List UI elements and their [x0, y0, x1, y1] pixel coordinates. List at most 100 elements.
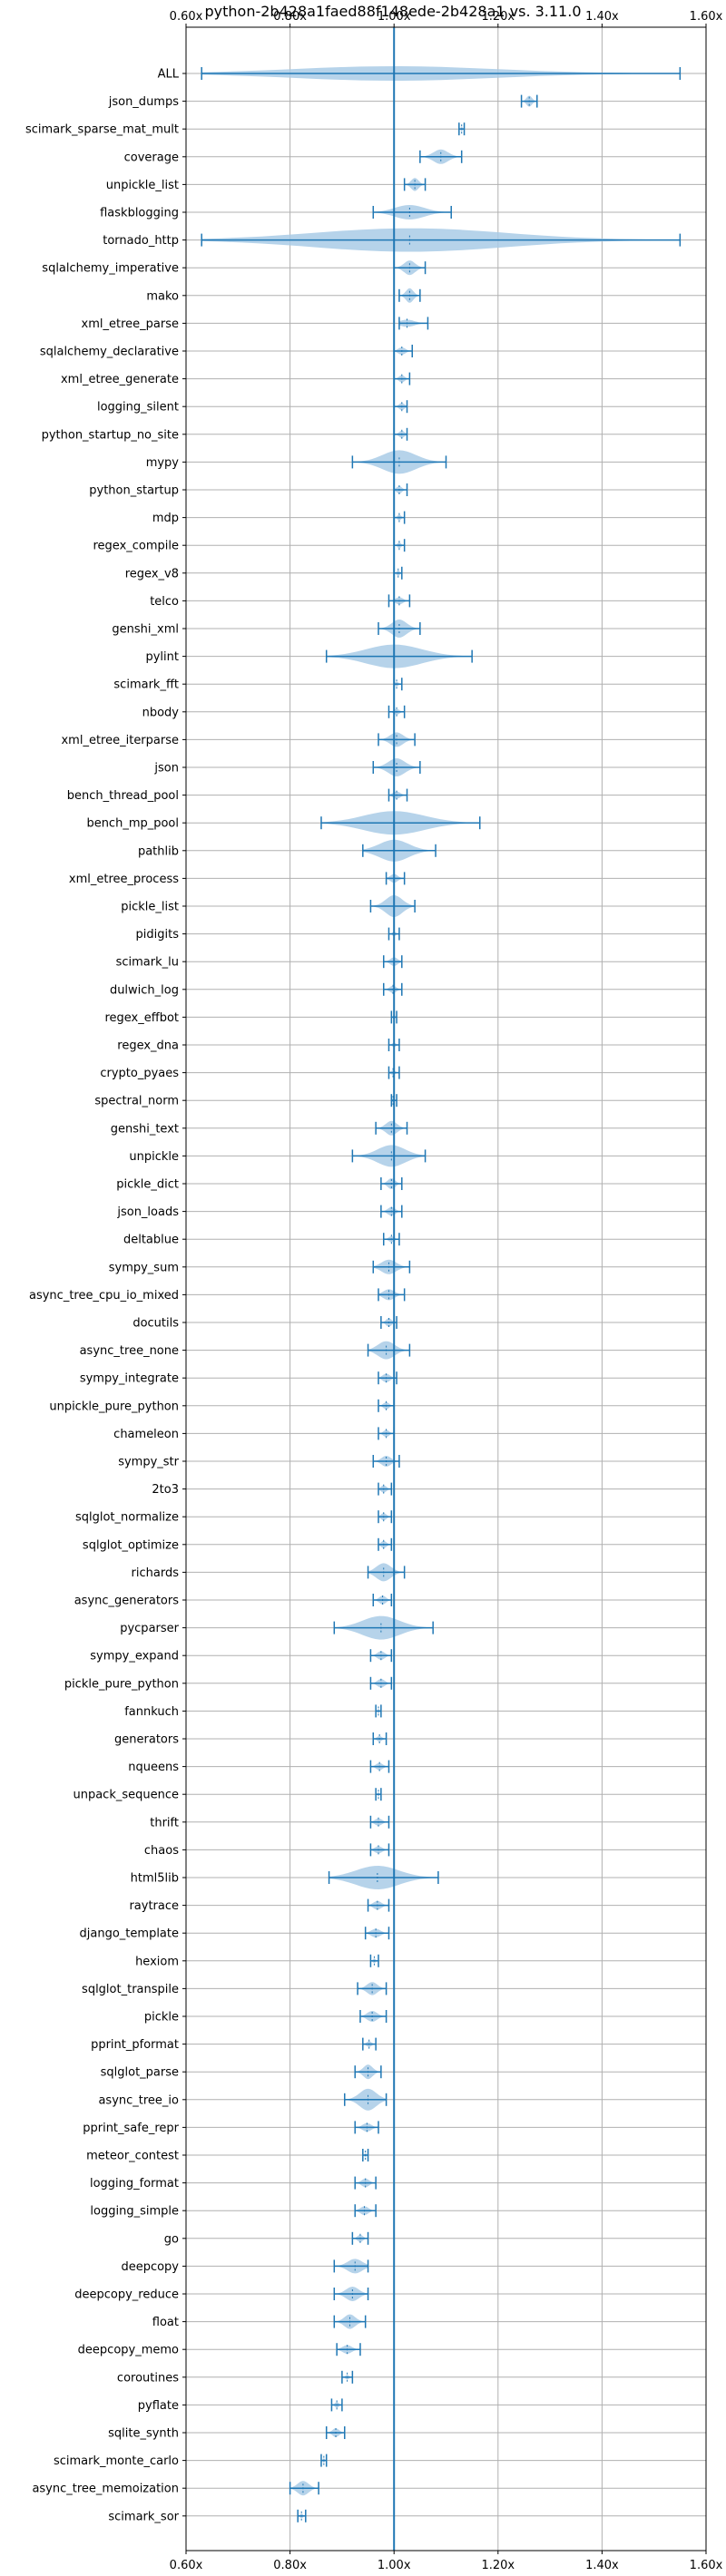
violin-xml_etree_generate	[393, 372, 411, 385]
x-tick-label-top: 1.60x	[690, 10, 723, 24]
category-label: pickle	[144, 2011, 179, 2025]
violin-bench_mp_pool	[320, 811, 481, 835]
violin-pprint_safe_repr	[354, 2121, 379, 2134]
category-label: coroutines	[117, 2371, 179, 2385]
category-label: dulwich_log	[110, 983, 179, 997]
category-label: xml_etree_iterparse	[61, 734, 179, 747]
violin-async_tree_none	[367, 1341, 411, 1360]
violin-chaos	[369, 1843, 390, 1857]
category-label: sqlglot_normalize	[75, 1511, 179, 1525]
category-label: sqlglot_optimize	[83, 1538, 179, 1552]
category-label: crypto_pyaes	[100, 1067, 179, 1080]
x-tick-label-top: 1.40x	[585, 10, 619, 24]
violin-scimark_sparse_mat_mult	[458, 122, 466, 136]
category-label: json	[153, 762, 179, 776]
x-tick-label-bottom: 1.20x	[481, 2559, 515, 2572]
category-label: mypy	[146, 456, 180, 470]
violin-unpickle_list	[403, 178, 427, 191]
violin-sqlite_synth	[325, 2426, 346, 2439]
category-label: nbody	[142, 706, 180, 719]
plot-frame	[185, 26, 707, 2552]
category-label: coverage	[124, 151, 179, 164]
violin-django_template	[364, 1927, 390, 1940]
category-label: scimark_sor	[108, 2510, 179, 2523]
x-tick-label-top: 1.00x	[378, 10, 411, 24]
category-label: sympy_str	[118, 1456, 179, 1469]
violin-logging_silent	[393, 400, 408, 414]
violin-genshi_xml	[378, 620, 421, 638]
violin-deepcopy	[333, 2259, 369, 2274]
category-label: bench_thread_pool	[67, 789, 179, 803]
axis-ticks: 0.60x 0.60x 0.80x 0.80x 1.00x 1.00x 1.20x 1.20x…	[170, 10, 723, 2572]
category-label: regex_compile	[93, 540, 179, 553]
category-label: genshi_xml	[112, 623, 179, 637]
category-label: flaskblogging	[100, 207, 179, 220]
violin-sqlglot_normalize	[378, 1510, 393, 1524]
category-label: sqlalchemy_declarative	[40, 346, 179, 359]
category-label: async_tree_io	[98, 2093, 179, 2107]
category-label: deepcopy_memo	[78, 2344, 179, 2357]
violin-pylint	[325, 644, 473, 668]
category-label: fannkuch	[124, 1705, 179, 1719]
category-label: chaos	[144, 1844, 179, 1858]
category-label: pylint	[145, 650, 179, 664]
category-label: genshi_text	[111, 1122, 179, 1136]
violin-xml_etree_parse	[398, 317, 429, 330]
violin-mako	[398, 288, 421, 303]
category-label: sqlglot_transpile	[82, 1983, 179, 1996]
violin-pathlib	[362, 839, 437, 862]
violin-python_startup	[393, 483, 408, 496]
violin-sqlalchemy_imperative	[393, 260, 427, 276]
violin-sympy_expand	[369, 1649, 393, 1663]
violin-coroutines	[341, 2370, 354, 2384]
category-label: unpickle_pure_python	[49, 1400, 179, 1413]
category-label: regex_dna	[117, 1039, 179, 1053]
violin-richards	[367, 1563, 406, 1582]
violin-chameleon	[378, 1427, 395, 1440]
category-label: xml_etree_process	[69, 873, 179, 886]
category-label: deepcopy_reduce	[74, 2288, 179, 2302]
x-tick-label-bottom: 1.40x	[585, 2559, 619, 2572]
category-label: pathlib	[138, 844, 179, 858]
violin-pickle_list	[369, 895, 416, 917]
violin-nbody	[388, 705, 406, 718]
x-tick-label-top: 0.80x	[273, 10, 307, 24]
category-label: hexiom	[135, 1955, 179, 1968]
violin-logging_format	[354, 2176, 377, 2190]
violin-sqlalchemy_declarative	[393, 345, 414, 357]
category-label: pprint_pformat	[91, 2038, 179, 2052]
violin-deltablue	[382, 1233, 400, 1246]
violin-json_dumps	[520, 94, 538, 108]
category-label: nqueens	[128, 1761, 179, 1774]
category-label: pidigits	[136, 928, 180, 942]
category-label: sympy_integrate	[80, 1372, 179, 1386]
category-label: async_tree_cpu_io_mixed	[29, 1289, 179, 1303]
category-label: logging_silent	[97, 401, 179, 415]
category-label: ALL	[158, 68, 180, 82]
x-tick-label-bottom: 1.00x	[378, 2559, 411, 2572]
violin-pickle_pure_python	[369, 1676, 393, 1690]
violin-sqlglot_optimize	[378, 1537, 393, 1551]
grid-layer	[185, 27, 707, 2551]
violin-sympy_str	[372, 1455, 400, 1468]
violin-pyflate	[330, 2398, 343, 2412]
violin-flaskblogging	[372, 205, 452, 220]
violin-json	[372, 758, 421, 776]
category-label: float	[152, 2316, 179, 2329]
category-label: regex_effbot	[104, 1011, 179, 1025]
category-label: go	[164, 2232, 179, 2246]
category-label: pickle_pure_python	[64, 1677, 179, 1691]
x-tick-label-bottom: 1.60x	[690, 2559, 723, 2572]
violin-deepcopy_reduce	[333, 2287, 369, 2301]
category-label: async_tree_none	[80, 1344, 179, 1358]
violin-pprint_pformat	[362, 2037, 377, 2051]
violin-regex_compile	[393, 539, 406, 552]
violin-xml_etree_process	[385, 872, 406, 885]
violin-unpickle_pure_python	[378, 1399, 395, 1412]
violin-python_startup_no_site	[393, 427, 408, 441]
violin-async_generators	[372, 1594, 393, 1606]
category-label: django_template	[80, 1927, 179, 1941]
category-label: bench_mp_pool	[86, 817, 179, 831]
category-label: sqlalchemy_imperative	[42, 262, 179, 276]
category-label: meteor_contest	[86, 2150, 179, 2163]
